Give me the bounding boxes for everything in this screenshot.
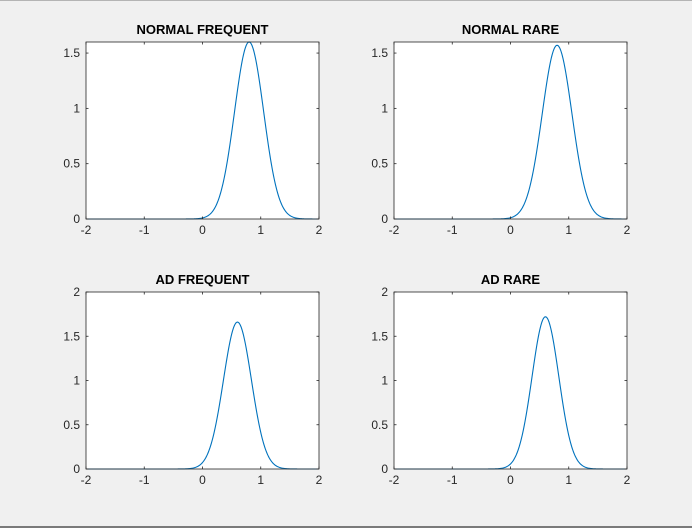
y-tick-label: 0.5 [371,418,388,432]
y-tick-label: 0 [73,212,80,226]
x-tick-label: 1 [565,223,572,237]
y-tick-label: 1 [381,374,388,388]
x-tick-label: -1 [139,473,150,487]
y-tick-label: 1.5 [371,329,388,343]
y-tick-label: 1 [381,101,388,115]
x-tick-label: 0 [199,223,206,237]
plot-area [86,42,319,219]
x-tick-label: 2 [316,473,323,487]
x-tick-label: 2 [624,473,631,487]
chart-title: NORMAL FREQUENT [137,22,269,37]
y-tick-label: 0 [381,462,388,476]
subplot-ad-rare: -2 -1 0 1 2 0 0.5 1 1.5 2 AD RARE [371,272,630,487]
chart-title: NORMAL RARE [462,22,560,37]
y-tick-label: 0 [73,462,80,476]
y-tick-label: 1.5 [371,46,388,60]
x-tick-label: 0 [507,473,514,487]
y-tick-label: 2 [73,285,80,299]
subplot-normal-frequent: -2 -1 0 1 2 0 0.5 1 1.5 NORMAL FREQUENT [63,22,322,237]
window-top-border [0,0,692,1]
x-tick-label: -2 [81,473,92,487]
x-tick-label: -2 [389,473,400,487]
x-tick-label: 1 [565,473,572,487]
y-tick-label: 1 [73,101,80,115]
x-tick-label: 2 [624,223,631,237]
y-tick-label: 0 [381,212,388,226]
y-tick-label: 0.5 [371,157,388,171]
y-tick-label: 1.5 [63,46,80,60]
x-tick-label: 1 [257,473,264,487]
x-tick-label: -1 [447,473,458,487]
y-tick-label: 0.5 [63,157,80,171]
x-tick-label: 0 [199,473,206,487]
chart-title: AD RARE [481,272,541,287]
y-tick-label: 0.5 [63,418,80,432]
subplot-normal-rare: -2 -1 0 1 2 0 0.5 1 1.5 NORMAL RARE [371,22,630,237]
x-tick-label: -1 [139,223,150,237]
x-tick-label: 0 [507,223,514,237]
subplot-ad-frequent: -2 -1 0 1 2 0 0.5 1 1.5 2 AD FREQUENT [63,272,322,487]
plot-area [394,42,627,219]
x-tick-label: 2 [316,223,323,237]
x-tick-label: -1 [447,223,458,237]
window-bottom-border [0,526,692,528]
plot-area [394,292,627,469]
plot-area [86,292,319,469]
y-tick-label: 1.5 [63,329,80,343]
y-tick-label: 1 [73,374,80,388]
chart-title: AD FREQUENT [156,272,250,287]
y-tick-label: 2 [381,285,388,299]
x-tick-label: -2 [81,223,92,237]
x-tick-label: -2 [389,223,400,237]
x-tick-label: 1 [257,223,264,237]
